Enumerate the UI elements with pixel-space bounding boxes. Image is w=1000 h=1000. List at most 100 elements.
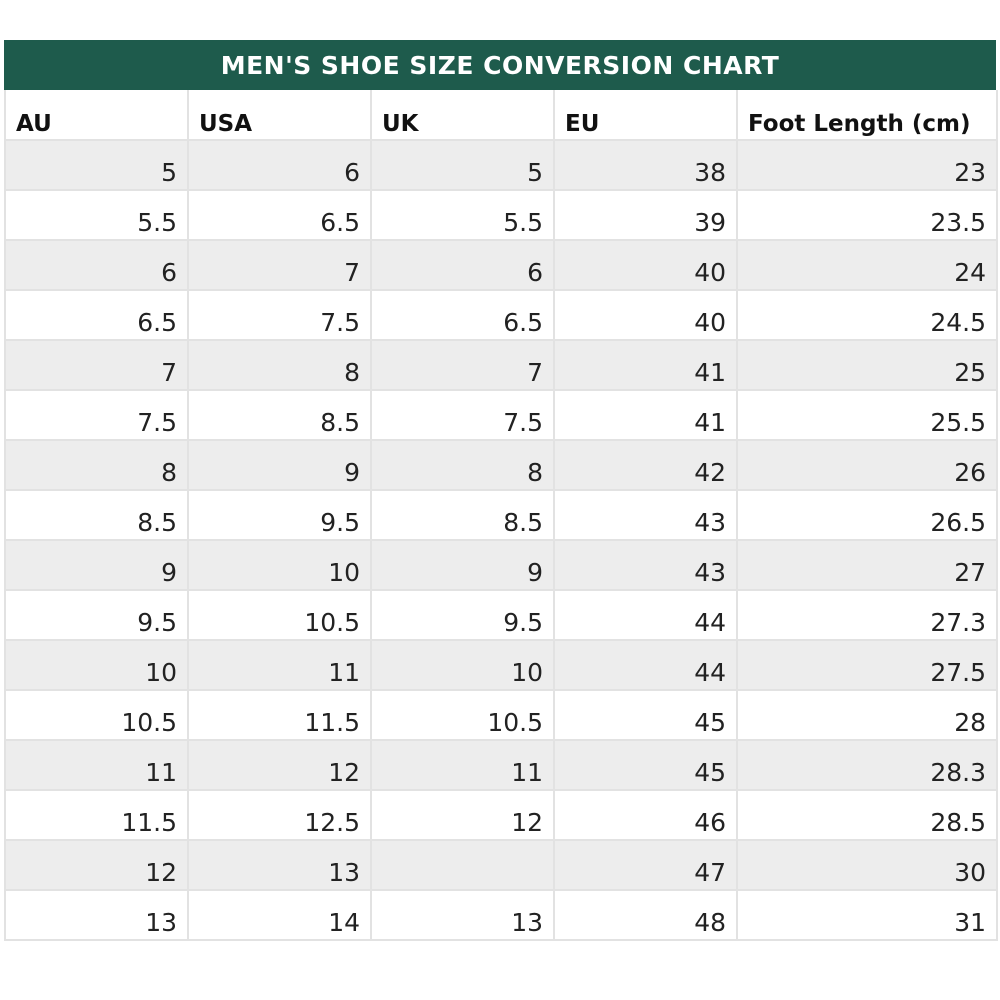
table-row: 11.5 12.5 12 46 28.5: [4, 789, 998, 841]
table-row: 7 8 7 41 25: [4, 339, 998, 391]
cell-uk: 8.5: [370, 489, 555, 541]
cell-usa: 13: [187, 839, 372, 891]
cell-eu: 43: [553, 489, 738, 541]
cell-eu: 44: [553, 589, 738, 641]
table-row: 6.5 7.5 6.5 40 24.5: [4, 289, 998, 341]
cell-au: 9: [4, 539, 189, 591]
cell-foot-length: 31: [736, 889, 998, 941]
table-row: 9.5 10.5 9.5 44 27.3: [4, 589, 998, 641]
cell-au: 5.5: [4, 189, 189, 241]
cell-foot-length: 27: [736, 539, 998, 591]
cell-usa: 6: [187, 139, 372, 191]
cell-uk: 10.5: [370, 689, 555, 741]
cell-au: 8: [4, 439, 189, 491]
cell-uk: 8: [370, 439, 555, 491]
size-chart: MEN'S SHOE SIZE CONVERSION CHART AU USA …: [4, 40, 998, 941]
cell-au: 10.5: [4, 689, 189, 741]
cell-foot-length: 30: [736, 839, 998, 891]
cell-uk: 12: [370, 789, 555, 841]
cell-eu: 40: [553, 239, 738, 291]
table-row: 12 13 47 30: [4, 839, 998, 891]
cell-eu: 46: [553, 789, 738, 841]
cell-uk: 13: [370, 889, 555, 941]
cell-uk: 9: [370, 539, 555, 591]
cell-eu: 44: [553, 639, 738, 691]
cell-eu: 47: [553, 839, 738, 891]
table-row: 5.5 6.5 5.5 39 23.5: [4, 189, 998, 241]
cell-au: 12: [4, 839, 189, 891]
cell-foot-length: 26: [736, 439, 998, 491]
cell-uk: 9.5: [370, 589, 555, 641]
cell-usa: 9: [187, 439, 372, 491]
cell-uk: 5: [370, 139, 555, 191]
table-row: 10.5 11.5 10.5 45 28: [4, 689, 998, 741]
cell-foot-length: 24.5: [736, 289, 998, 341]
cell-au: 7: [4, 339, 189, 391]
cell-au: 10: [4, 639, 189, 691]
cell-uk: [370, 839, 555, 891]
cell-uk: 10: [370, 639, 555, 691]
cell-usa: 9.5: [187, 489, 372, 541]
cell-usa: 7: [187, 239, 372, 291]
cell-usa: 12: [187, 739, 372, 791]
cell-eu: 39: [553, 189, 738, 241]
cell-foot-length: 27.5: [736, 639, 998, 691]
cell-uk: 7.5: [370, 389, 555, 441]
chart-title: MEN'S SHOE SIZE CONVERSION CHART: [4, 40, 996, 90]
table-row: 10 11 10 44 27.5: [4, 639, 998, 691]
cell-foot-length: 25.5: [736, 389, 998, 441]
cell-usa: 10: [187, 539, 372, 591]
cell-au: 11: [4, 739, 189, 791]
cell-foot-length: 28.5: [736, 789, 998, 841]
cell-usa: 6.5: [187, 189, 372, 241]
table-row: 11 12 11 45 28.3: [4, 739, 998, 791]
cell-uk: 6: [370, 239, 555, 291]
cell-usa: 7.5: [187, 289, 372, 341]
cell-uk: 7: [370, 339, 555, 391]
table-body: 5 6 5 38 23 5.5 6.5 5.5 39 23.5 6 7 6 40 24 6.5 7.5 6.5 40…: [4, 139, 998, 941]
cell-uk: 5.5: [370, 189, 555, 241]
table-row: 7.5 8.5 7.5 41 25.5: [4, 389, 998, 441]
header-row: AU USA UK EU Foot Length (cm): [4, 90, 998, 141]
cell-foot-length: 26.5: [736, 489, 998, 541]
cell-au: 6.5: [4, 289, 189, 341]
table-row: 8.5 9.5 8.5 43 26.5: [4, 489, 998, 541]
cell-au: 7.5: [4, 389, 189, 441]
cell-eu: 43: [553, 539, 738, 591]
cell-uk: 6.5: [370, 289, 555, 341]
cell-eu: 41: [553, 389, 738, 441]
cell-eu: 45: [553, 739, 738, 791]
cell-foot-length: 27.3: [736, 589, 998, 641]
cell-usa: 11: [187, 639, 372, 691]
cell-eu: 40: [553, 289, 738, 341]
cell-foot-length: 24: [736, 239, 998, 291]
table-row: 5 6 5 38 23: [4, 139, 998, 191]
cell-eu: 41: [553, 339, 738, 391]
column-header-uk: UK: [370, 90, 555, 141]
cell-foot-length: 23.5: [736, 189, 998, 241]
table-row: 8 9 8 42 26: [4, 439, 998, 491]
column-header-eu: EU: [553, 90, 738, 141]
cell-eu: 38: [553, 139, 738, 191]
cell-au: 13: [4, 889, 189, 941]
table-row: 13 14 13 48 31: [4, 889, 998, 941]
column-header-au: AU: [4, 90, 189, 141]
cell-foot-length: 28.3: [736, 739, 998, 791]
cell-eu: 45: [553, 689, 738, 741]
cell-eu: 48: [553, 889, 738, 941]
cell-foot-length: 23: [736, 139, 998, 191]
cell-usa: 8.5: [187, 389, 372, 441]
cell-usa: 12.5: [187, 789, 372, 841]
cell-au: 8.5: [4, 489, 189, 541]
cell-au: 6: [4, 239, 189, 291]
cell-usa: 14: [187, 889, 372, 941]
cell-foot-length: 28: [736, 689, 998, 741]
table-row: 9 10 9 43 27: [4, 539, 998, 591]
cell-au: 5: [4, 139, 189, 191]
cell-au: 11.5: [4, 789, 189, 841]
cell-uk: 11: [370, 739, 555, 791]
cell-foot-length: 25: [736, 339, 998, 391]
table-row: 6 7 6 40 24: [4, 239, 998, 291]
cell-usa: 11.5: [187, 689, 372, 741]
cell-usa: 10.5: [187, 589, 372, 641]
